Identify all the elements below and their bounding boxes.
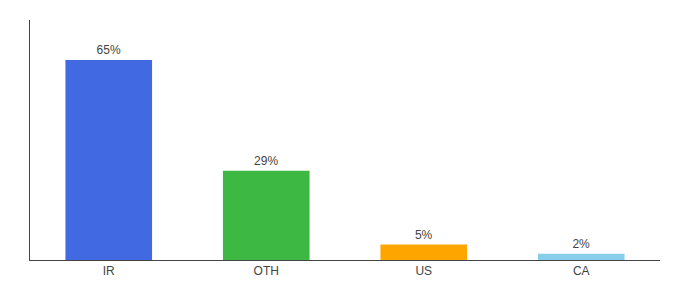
svg-text:US: US — [415, 264, 432, 278]
svg-text:29%: 29% — [254, 154, 278, 168]
svg-text:OTH: OTH — [254, 264, 279, 278]
svg-text:2%: 2% — [572, 237, 590, 251]
svg-text:65%: 65% — [97, 43, 121, 57]
svg-text:IR: IR — [103, 264, 115, 278]
svg-text:5%: 5% — [415, 228, 433, 242]
svg-text:CA: CA — [573, 264, 590, 278]
